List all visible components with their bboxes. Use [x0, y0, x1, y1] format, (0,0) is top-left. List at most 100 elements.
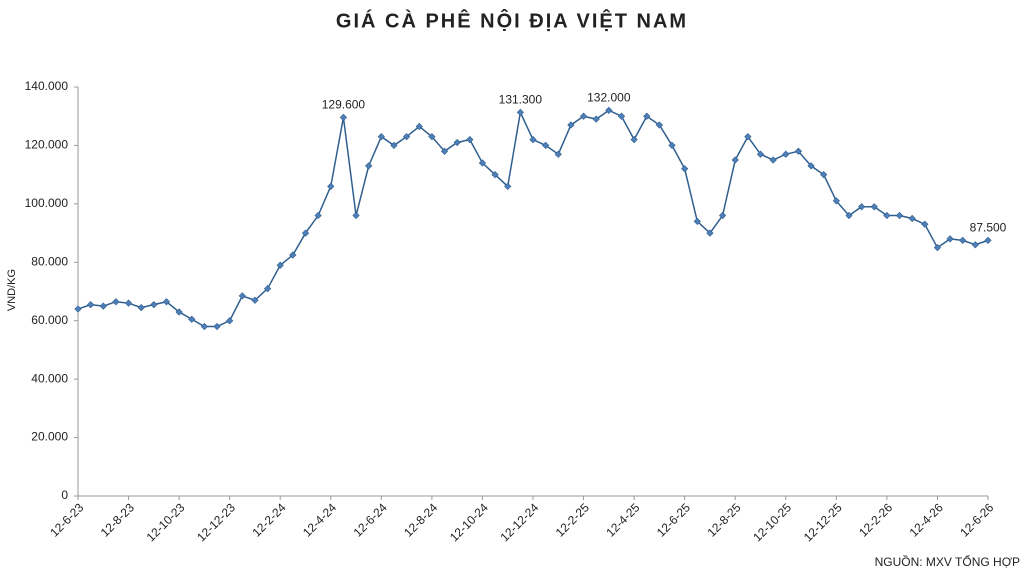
- marker: [339, 113, 348, 122]
- marker: [150, 301, 158, 309]
- marker: [579, 112, 588, 120]
- marker: [946, 235, 954, 243]
- marker: [478, 159, 487, 167]
- marker: [984, 236, 992, 244]
- marker: [567, 121, 575, 129]
- marker: [327, 182, 335, 190]
- value-label: 132.000: [587, 91, 631, 105]
- marker: [491, 171, 499, 179]
- marker: [643, 112, 651, 120]
- marker: [352, 211, 360, 220]
- marker: [706, 229, 714, 237]
- marker: [213, 322, 221, 331]
- x-tick-label: 12-6-24: [351, 500, 390, 539]
- marker: [251, 296, 259, 304]
- value-label: 131.300: [499, 93, 543, 107]
- marker: [124, 299, 133, 307]
- marker: [529, 135, 537, 144]
- marker: [415, 122, 423, 131]
- marker: [276, 261, 284, 269]
- marker: [112, 298, 120, 306]
- marker: [99, 302, 107, 310]
- x-tick-label: 12-6-23: [47, 500, 86, 539]
- x-tick-label: 12-2-25: [553, 500, 592, 539]
- marker: [466, 135, 474, 144]
- marker: [617, 112, 626, 120]
- marker: [301, 229, 310, 237]
- marker: [188, 315, 196, 323]
- y-tick-label: 100.000: [25, 196, 69, 210]
- y-tick-label: 20.000: [31, 430, 68, 444]
- marker: [820, 171, 828, 179]
- marker: [933, 244, 942, 252]
- marker: [226, 317, 234, 325]
- y-tick-label: 0: [61, 488, 68, 502]
- marker: [870, 203, 878, 211]
- marker: [402, 133, 411, 141]
- marker: [314, 211, 322, 220]
- value-label: 129.600: [322, 98, 366, 112]
- x-tick-label: 12-6-25: [654, 500, 693, 539]
- x-tick-label: 12-4-24: [300, 500, 339, 539]
- value-label: 87.500: [970, 221, 1007, 235]
- marker: [238, 292, 246, 300]
- marker: [74, 305, 82, 313]
- marker: [744, 133, 752, 141]
- marker: [554, 150, 562, 158]
- marker: [895, 211, 904, 220]
- marker: [693, 217, 701, 226]
- marker: [605, 106, 613, 114]
- marker: [681, 165, 689, 173]
- marker: [542, 141, 550, 150]
- marker: [365, 162, 373, 170]
- marker: [263, 284, 272, 293]
- x-tick-label: 12-10-23: [144, 500, 188, 544]
- source-note: NGUỒN: MXV TỔNG HỢP: [875, 554, 1020, 569]
- marker: [453, 138, 461, 147]
- marker: [883, 211, 891, 220]
- marker: [516, 108, 524, 117]
- x-tick-label: 12-12-23: [194, 500, 238, 544]
- marker: [769, 156, 777, 164]
- marker: [592, 115, 600, 123]
- x-tick-label: 12-2-26: [856, 500, 895, 539]
- x-tick-label: 12-12-25: [801, 500, 845, 544]
- marker: [857, 203, 866, 211]
- marker: [289, 251, 297, 259]
- x-tick-label: 12-8-25: [704, 500, 743, 539]
- y-tick-label: 120.000: [25, 138, 69, 152]
- marker: [175, 308, 183, 316]
- x-tick-label: 12-12-24: [497, 500, 541, 544]
- marker: [390, 141, 398, 150]
- marker: [428, 133, 436, 141]
- x-tick-label: 12-4-25: [603, 500, 642, 539]
- marker: [630, 135, 638, 144]
- marker: [908, 214, 916, 223]
- marker: [668, 141, 676, 150]
- marker: [971, 241, 979, 249]
- x-tick-label: 12-10-24: [447, 500, 491, 544]
- marker: [137, 303, 145, 312]
- marker: [200, 322, 209, 331]
- x-tick-label: 12-8-24: [401, 500, 440, 539]
- x-tick-label: 12-2-24: [249, 500, 288, 539]
- marker: [655, 121, 664, 129]
- marker: [718, 211, 727, 220]
- y-tick-label: 40.000: [31, 371, 68, 385]
- x-tick-label: 12-8-23: [98, 500, 137, 539]
- marker: [440, 147, 449, 155]
- y-tick-label: 80.000: [31, 254, 68, 268]
- marker: [794, 147, 803, 155]
- marker: [756, 150, 765, 158]
- marker: [504, 182, 512, 190]
- marker: [845, 211, 853, 220]
- x-tick-label: 12-6-26: [957, 500, 996, 539]
- marker: [731, 156, 739, 164]
- marker: [832, 197, 840, 205]
- chart-title: GIÁ CÀ PHÊ NỘI ĐỊA VIỆT NAM: [336, 8, 688, 32]
- marker: [921, 220, 929, 228]
- marker: [162, 298, 171, 306]
- x-tick-label: 12-10-25: [750, 500, 794, 544]
- marker: [377, 133, 385, 141]
